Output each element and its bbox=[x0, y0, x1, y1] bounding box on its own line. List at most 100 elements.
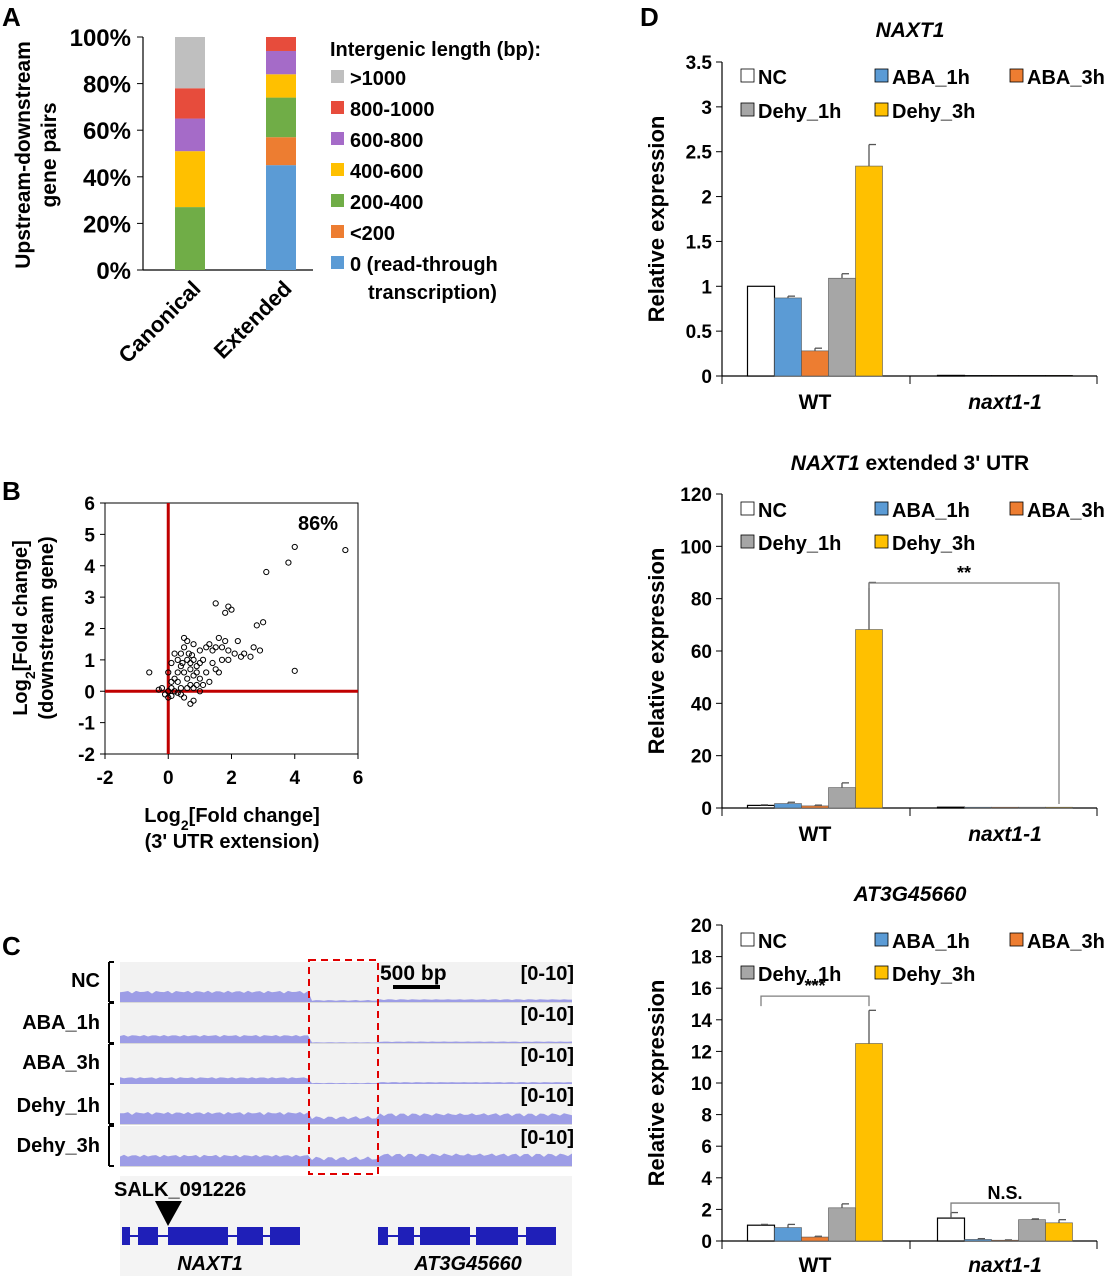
d-ytick-label: 4 bbox=[701, 1169, 712, 1190]
a-ytick-label: 100% bbox=[70, 25, 131, 52]
panel-d-expression-charts: NAXT1 Relative expression 0 0.5 1 1.5 2 2.5 3 3.5… bbox=[644, 19, 1105, 1277]
b-point bbox=[196, 659, 203, 667]
b-point bbox=[225, 603, 232, 610]
d-legend-label: ABA_3h bbox=[1027, 931, 1105, 953]
b-point bbox=[196, 647, 203, 654]
b-point bbox=[171, 650, 178, 657]
d-ytick-label: 0 bbox=[701, 1232, 712, 1253]
b-point bbox=[212, 644, 219, 651]
d-legend-label: Dehy_3h bbox=[892, 533, 975, 555]
d-ytick-label: 6 bbox=[701, 1137, 712, 1158]
b-point bbox=[168, 685, 175, 692]
b-point bbox=[190, 685, 197, 692]
b-ytick-label: 6 bbox=[84, 494, 95, 515]
c-gene1-label: NAXT1 bbox=[177, 1253, 243, 1275]
d-ytick-label: 80 bbox=[691, 590, 712, 611]
b-point bbox=[184, 685, 191, 692]
b-ytick-label: 4 bbox=[84, 557, 95, 578]
d-ylabel: Relative expression bbox=[644, 980, 669, 1187]
b-point bbox=[209, 647, 216, 654]
d-ytick-label: 0 bbox=[701, 799, 712, 820]
c-gene2-exon bbox=[526, 1227, 556, 1245]
b-point bbox=[158, 685, 166, 692]
c-coverage bbox=[120, 1112, 572, 1124]
d-significance-label: *** bbox=[804, 976, 825, 996]
c-gene2-exon bbox=[378, 1227, 388, 1245]
d-legend-label: ABA_1h bbox=[892, 931, 970, 953]
d-legend-swatch bbox=[874, 68, 889, 83]
a-legend-title: Intergenic length (bp): bbox=[330, 39, 541, 61]
panel-label-a: A bbox=[2, 2, 21, 32]
d-bar bbox=[774, 297, 802, 377]
b-ytick-label: 2 bbox=[84, 620, 95, 641]
d-legend-swatch bbox=[740, 102, 755, 117]
d-bar bbox=[801, 1236, 829, 1242]
b-point bbox=[177, 650, 184, 657]
d-legend-label: Dehy_1h bbox=[758, 964, 841, 986]
d-legend-label: ABA_3h bbox=[1027, 500, 1105, 522]
d-bar bbox=[855, 1043, 883, 1242]
a-bar-segment bbox=[175, 207, 205, 270]
b-point bbox=[193, 681, 200, 689]
c-highlight-box bbox=[308, 959, 379, 1175]
b-point bbox=[250, 644, 257, 651]
d-significance-bracket bbox=[760, 995, 870, 1007]
d-legend-swatch bbox=[1009, 501, 1024, 516]
d-bar bbox=[1045, 1222, 1073, 1242]
b-point bbox=[199, 681, 207, 689]
d-ytick-label: 1 bbox=[701, 277, 712, 298]
d-category-label: naxt1-1 bbox=[968, 823, 1042, 846]
d-significance-bracket bbox=[950, 1202, 1060, 1214]
d-legend-label: ABA_1h bbox=[892, 500, 970, 522]
a-legend-swatch bbox=[331, 132, 344, 145]
d-ylabel: Relative expression bbox=[644, 116, 669, 323]
b-ytick-label: 1 bbox=[84, 651, 95, 672]
b-point bbox=[190, 672, 197, 679]
b-point bbox=[203, 669, 210, 676]
b-point bbox=[174, 689, 181, 696]
b-point bbox=[212, 666, 219, 673]
b-point bbox=[180, 669, 188, 676]
c-track-label: NC bbox=[71, 970, 100, 992]
d-bar bbox=[1018, 806, 1046, 809]
b-point bbox=[171, 688, 178, 695]
a-ytick-label: 0% bbox=[96, 258, 131, 285]
d-legend-swatch bbox=[874, 932, 889, 947]
a-ytick-label: 80% bbox=[83, 72, 131, 99]
d-legend-swatch bbox=[874, 965, 889, 980]
c-track-background bbox=[120, 1044, 572, 1084]
b-point bbox=[190, 641, 197, 648]
b-point bbox=[203, 644, 210, 651]
b-point bbox=[196, 675, 203, 682]
d-bar bbox=[855, 629, 883, 809]
b-point bbox=[231, 650, 238, 657]
d-bar bbox=[746, 285, 776, 377]
b-point bbox=[187, 659, 194, 667]
a-ytick-label: 60% bbox=[83, 118, 131, 145]
a-bar-segment bbox=[175, 118, 205, 152]
d-ytick-label: 20 bbox=[691, 916, 712, 937]
d-ytick-label: 16 bbox=[691, 979, 712, 1000]
d-ytick-label: 14 bbox=[691, 1011, 713, 1032]
c-range-label: [0-10] bbox=[521, 1127, 574, 1149]
c-gene-track-background bbox=[120, 1176, 572, 1276]
d-bar bbox=[801, 350, 829, 377]
c-track-label: Dehy_3h bbox=[17, 1135, 100, 1157]
d-ytick-label: 1.5 bbox=[686, 232, 713, 253]
b-point bbox=[187, 681, 194, 689]
d-category-label: naxt1-1 bbox=[968, 1254, 1042, 1277]
d-bar bbox=[964, 1239, 992, 1242]
a-legend-label: 600-800 bbox=[350, 130, 423, 152]
b-point bbox=[185, 650, 192, 657]
d-legend-label: NC bbox=[758, 931, 787, 953]
c-gene1-exon bbox=[138, 1227, 158, 1245]
b-point bbox=[222, 609, 229, 616]
d-bar bbox=[1045, 806, 1073, 809]
b-point bbox=[155, 686, 162, 693]
d-bar bbox=[746, 804, 776, 809]
c-track-label: Dehy_1h bbox=[17, 1095, 100, 1117]
b-point bbox=[260, 619, 267, 626]
d-bar bbox=[991, 806, 1019, 809]
b-point bbox=[256, 647, 264, 654]
